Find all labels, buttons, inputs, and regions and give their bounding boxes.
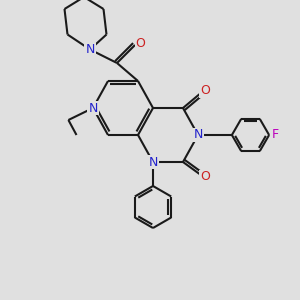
Text: O: O — [200, 170, 210, 184]
Text: N: N — [88, 101, 98, 115]
Text: N: N — [85, 43, 95, 56]
Text: N: N — [148, 155, 158, 169]
Text: O: O — [200, 84, 210, 98]
Text: N: N — [193, 128, 203, 142]
Text: F: F — [272, 128, 279, 142]
Text: O: O — [136, 37, 145, 50]
